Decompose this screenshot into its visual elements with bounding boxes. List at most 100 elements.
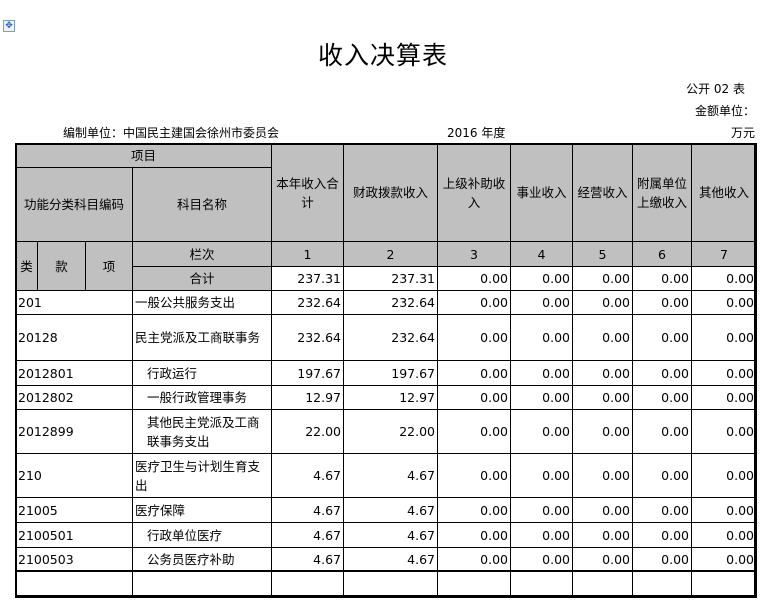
row-value: 12.97: [343, 385, 438, 410]
table-row: 21005 医疗保障 4.67 4.67 0.00 0.00 0.00 0.00 0.00: [15, 497, 757, 523]
header-xiang: 项: [85, 241, 133, 291]
row-name: 行政运行: [132, 360, 272, 386]
row-value: 0.00: [691, 497, 757, 523]
row-value: 0.00: [572, 409, 633, 454]
form-number: 公开 02 表: [686, 82, 745, 96]
empty-row: [15, 571, 757, 598]
fiscal-year: 2016 年度: [447, 126, 506, 140]
row-code: 2100503: [15, 547, 133, 572]
row-value: 0.00: [510, 360, 573, 386]
row-value: 4.67: [343, 453, 438, 498]
cell: 0.00: [632, 266, 692, 291]
table-row: 201 一般公共服务支出 232.64 232.64 0.00 0.00 0.00 0.00 0…: [15, 290, 757, 315]
row-name: 一般行政管理事务: [132, 385, 272, 410]
row-value: 4.67: [271, 547, 344, 572]
row-value: 232.64: [271, 314, 344, 361]
row-name: 其他民主党派及工商联事务支出: [132, 409, 272, 454]
row-value: 4.67: [271, 497, 344, 523]
header-col-5: 经营收入: [572, 143, 633, 242]
row-value: 12.97: [271, 385, 344, 410]
row-value: 0.00: [572, 290, 633, 315]
row-value: 0.00: [632, 497, 692, 523]
row-code: 201: [15, 290, 133, 315]
header-col-7: 其他收入: [691, 143, 757, 242]
row-value: 0.00: [510, 453, 573, 498]
table-row: 20128 民主党派及工商联事务 232.64 232.64 0.00 0.00 0.00 0…: [15, 314, 757, 361]
row-code: 210: [15, 453, 133, 498]
col-num: 7: [691, 241, 757, 267]
amount-unit-label: 金额单位：: [694, 104, 755, 118]
row-value: 0.00: [510, 522, 573, 548]
row-value: 0.00: [437, 547, 511, 572]
cell: 0.00: [437, 266, 511, 291]
col-num: 3: [437, 241, 511, 267]
row-value: 0.00: [691, 547, 757, 572]
header-col-2: 财政拨款收入: [343, 143, 438, 242]
row-value: 0.00: [691, 314, 757, 361]
header-lanci: 栏次: [132, 241, 272, 267]
row-value: 0.00: [510, 409, 573, 454]
table-row: 2012899 其他民主党派及工商联事务支出 22.00 22.00 0.00 0.00 0…: [15, 409, 757, 454]
header-col-1: 本年收入合计: [271, 143, 344, 242]
row-code: 2012801: [15, 360, 133, 386]
row-value: 197.67: [271, 360, 344, 386]
row-name: 医疗卫生与计划生育支出: [132, 453, 272, 498]
row-value: 4.67: [343, 497, 438, 523]
row-code: 21005: [15, 497, 133, 523]
row-value: 0.00: [510, 314, 573, 361]
row-value: 0.00: [437, 453, 511, 498]
row-value: 0.00: [510, 290, 573, 315]
row-name: 行政单位医疗: [132, 522, 272, 548]
row-name: 医疗保障: [132, 497, 272, 523]
header-name: 科目名称: [132, 167, 272, 242]
row-value: 0.00: [572, 385, 633, 410]
row-value: 0.00: [632, 409, 692, 454]
col-num: 6: [632, 241, 692, 267]
col-num: 1: [271, 241, 344, 267]
header-col-3: 上级补助收入: [437, 143, 511, 242]
header-col-6: 附属单位上缴收入: [632, 143, 692, 242]
row-code: 2012899: [15, 409, 133, 454]
row-value: 0.00: [437, 290, 511, 315]
table-row: 2100501 行政单位医疗 4.67 4.67 0.00 0.00 0.00 0.00 0.0…: [15, 522, 757, 548]
row-value: 0.00: [632, 547, 692, 572]
row-value: 0.00: [632, 290, 692, 315]
row-value: 197.67: [343, 360, 438, 386]
row-value: 0.00: [437, 360, 511, 386]
row-value: 4.67: [271, 522, 344, 548]
row-value: 0.00: [691, 360, 757, 386]
row-value: 0.00: [510, 547, 573, 572]
row-value: 0.00: [632, 360, 692, 386]
row-value: 0.00: [632, 314, 692, 361]
row-value: 232.64: [343, 290, 438, 315]
row-value: 22.00: [271, 409, 344, 454]
row-value: 0.00: [691, 409, 757, 454]
row-value: 4.67: [271, 453, 344, 498]
row-value: 232.64: [271, 290, 344, 315]
row-value: 4.67: [343, 522, 438, 548]
row-value: 0.00: [437, 409, 511, 454]
row-value: 0.00: [632, 522, 692, 548]
row-name: 一般公共服务支出: [132, 290, 272, 315]
row-value: 0.00: [691, 453, 757, 498]
row-value: 0.00: [572, 547, 633, 572]
total-row: 合计 237.31 237.31 0.00 0.00 0.00 0.00 0.0…: [16, 266, 757, 291]
cell: 0.00: [572, 266, 633, 291]
header-item: 项目: [15, 143, 272, 168]
header-kuan: 款: [37, 241, 86, 291]
table-move-handle-icon[interactable]: ✥: [3, 20, 15, 32]
row-value: 0.00: [437, 497, 511, 523]
row-name: 公务员医疗补助: [132, 547, 272, 572]
income-table: 项目 本年收入合计 财政拨款收入 上级补助收入 事业收入 经营收入 附属单位上缴…: [15, 143, 757, 598]
cell: 237.31: [343, 266, 438, 291]
col-num: 4: [510, 241, 573, 267]
table-row: 2100503 公务员医疗补助 4.67 4.67 0.00 0.00 0.00 0.00 0.…: [15, 547, 757, 572]
row-value: 0.00: [572, 314, 633, 361]
row-value: 0.00: [691, 522, 757, 548]
row-code: 20128: [15, 314, 133, 361]
row-value: 0.00: [572, 360, 633, 386]
row-value: 0.00: [691, 290, 757, 315]
organization: 编制单位：中国民主建国会徐州市委员会: [63, 126, 280, 140]
header-code: 功能分类科目编码: [15, 167, 133, 242]
col-num: 2: [343, 241, 438, 267]
